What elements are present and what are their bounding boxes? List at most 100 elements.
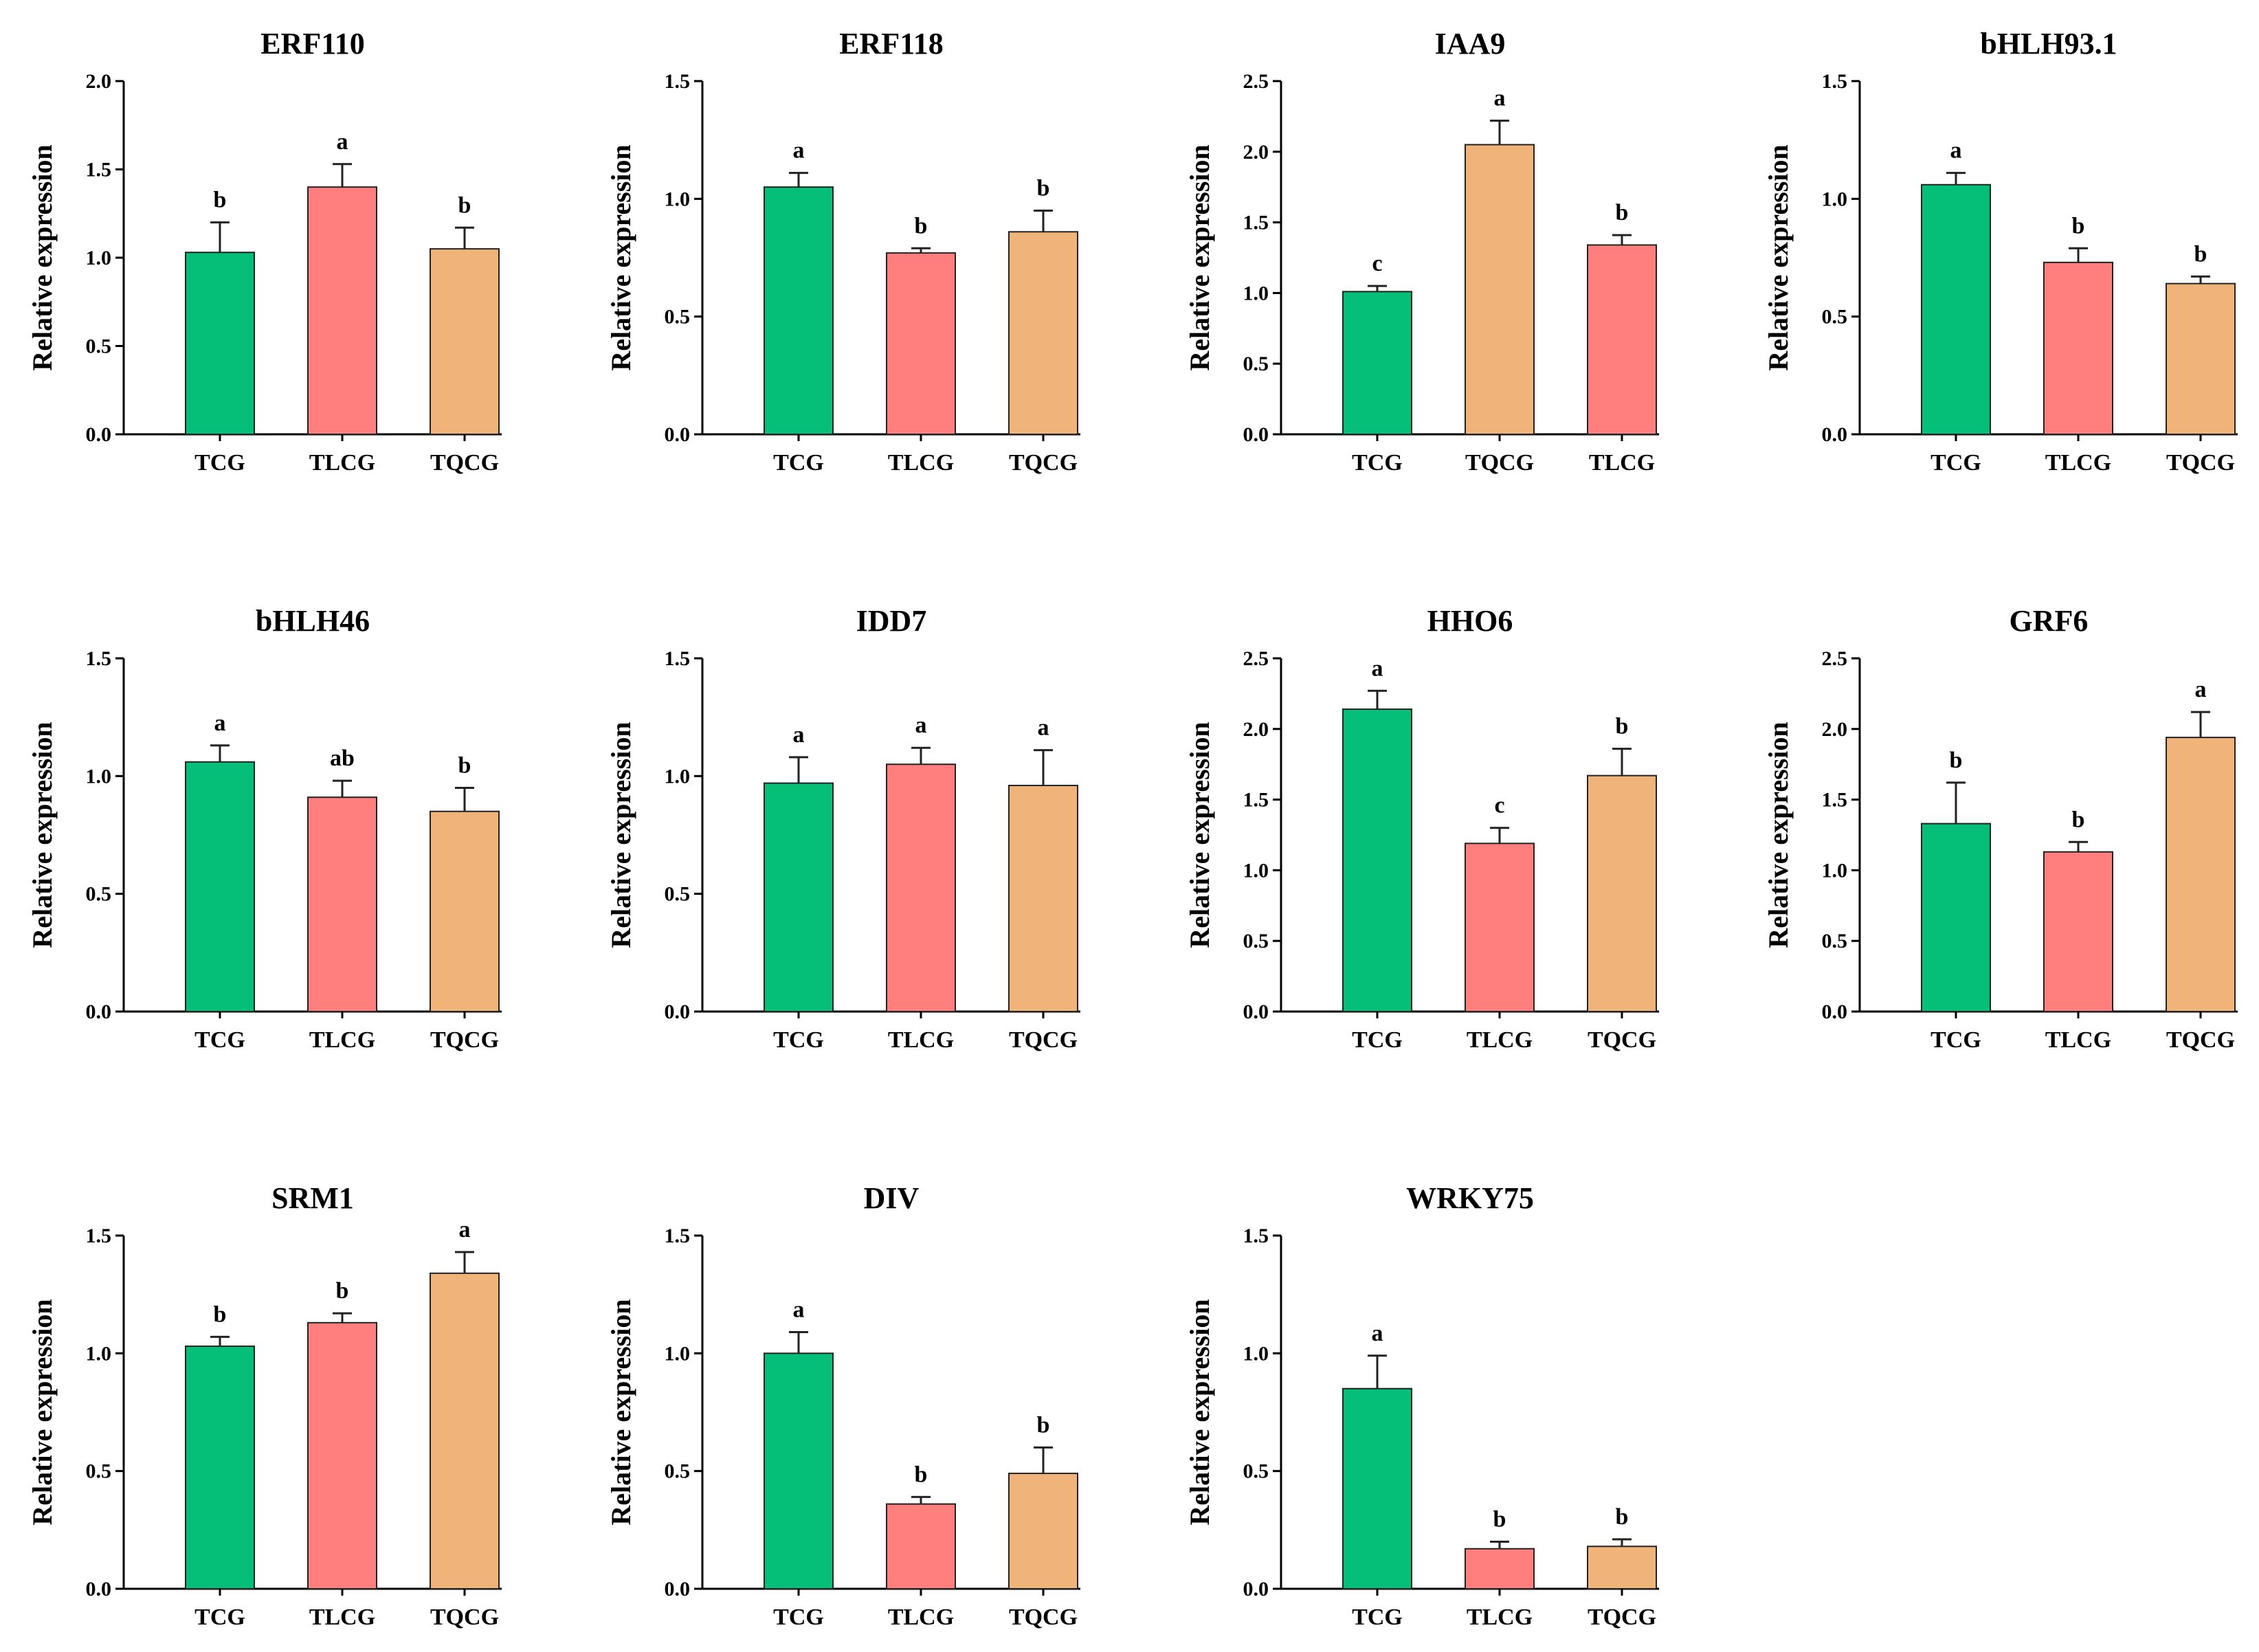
- x-tick-label: TLCG: [309, 1027, 375, 1053]
- y-tick-label: 0.5: [86, 1460, 112, 1483]
- bar-tqcg: [430, 1272, 500, 1589]
- y-tick-label: 1.0: [1243, 1342, 1269, 1365]
- bar-tlcg: [1465, 1548, 1535, 1589]
- x-tick-label: TQCG: [430, 1605, 499, 1630]
- y-tick-label: 1.0: [86, 247, 112, 269]
- bar-tlcg: [307, 796, 377, 1012]
- y-tick-label: 0.5: [665, 1460, 691, 1483]
- significance-label: a: [1494, 86, 1506, 111]
- y-tick-label: 0.5: [86, 883, 112, 906]
- bar-tqcg: [430, 248, 500, 435]
- bar-tlcg: [886, 1503, 956, 1589]
- panel-wrky75: WRKY75 Relative expression 0.0 0.5 1.0 1.5 TCG…: [1184, 1181, 1659, 1630]
- y-tick-label: 0.0: [665, 423, 691, 446]
- x-tick-label: TQCG: [1465, 450, 1534, 476]
- y-tick-label: 2.0: [86, 70, 112, 93]
- significance-label: b: [915, 213, 928, 238]
- significance-label: b: [214, 1302, 227, 1327]
- bar-tlcg: [2043, 851, 2113, 1012]
- bar-tcg: [1342, 291, 1412, 435]
- significance-label: ab: [330, 746, 355, 771]
- significance-label: c: [1372, 251, 1382, 276]
- y-tick-label: 0.0: [665, 1578, 691, 1600]
- significance-label: b: [1037, 175, 1050, 201]
- bar-tlcg: [1587, 244, 1657, 435]
- significance-label: b: [2072, 807, 2085, 832]
- y-tick-label: 1.0: [86, 765, 112, 788]
- bar-tcg: [1921, 183, 1991, 435]
- y-tick-label: 1.5: [1243, 789, 1269, 812]
- x-tick-label: TQCG: [1009, 450, 1078, 476]
- x-tick-label: TLCG: [888, 1605, 954, 1630]
- y-axis-label: Relative expression: [605, 1299, 636, 1525]
- y-tick-label: 1.5: [86, 647, 112, 670]
- significance-label: a: [915, 713, 927, 738]
- bar-tqcg: [1587, 774, 1657, 1012]
- y-tick-label: 1.5: [86, 159, 112, 181]
- bar-tlcg: [307, 1321, 377, 1589]
- bar-tqcg: [1008, 785, 1078, 1013]
- significance-label: c: [1494, 793, 1504, 818]
- panel-title: IDD7: [856, 604, 927, 638]
- y-tick-label: 0.5: [1243, 353, 1269, 375]
- x-tick-label: TCG: [1352, 1027, 1403, 1053]
- panel-erf118: ERF118 Relative expression 0.0 0.5 1.0 1.5 TCG…: [605, 27, 1080, 476]
- significance-label: b: [458, 752, 471, 778]
- bar-tcg: [764, 1352, 834, 1590]
- panel-title: HHO6: [1427, 604, 1513, 638]
- bar-tcg: [1342, 1387, 1412, 1589]
- x-tick-label: TCG: [773, 450, 824, 476]
- bar-tqcg: [2166, 282, 2236, 435]
- x-tick-label: TQCG: [2166, 1027, 2235, 1053]
- bar-tcg: [185, 1346, 255, 1589]
- y-tick-label: 1.0: [665, 188, 691, 210]
- bar-tlcg: [307, 186, 377, 435]
- significance-label: b: [1950, 748, 1963, 773]
- y-tick-label: 2.5: [1243, 70, 1269, 93]
- bar-tcg: [1342, 708, 1412, 1012]
- x-tick-label: TQCG: [1009, 1027, 1078, 1053]
- bar-tlcg: [2043, 261, 2113, 435]
- y-tick-label: 1.5: [665, 647, 691, 670]
- bar-tcg: [185, 252, 255, 435]
- significance-label: a: [1372, 1321, 1383, 1346]
- significance-label: b: [1616, 1504, 1629, 1530]
- significance-label: b: [1616, 714, 1629, 739]
- y-tick-label: 0.0: [1243, 1001, 1269, 1023]
- y-tick-label: 1.0: [665, 1342, 691, 1365]
- panel-title: SRM1: [271, 1181, 354, 1215]
- x-tick-label: TCG: [194, 1605, 245, 1630]
- bar-tcg: [764, 782, 834, 1012]
- x-tick-label: TCG: [1352, 1605, 1403, 1630]
- bar-tcg: [185, 761, 255, 1012]
- y-tick-label: 1.5: [665, 1225, 691, 1247]
- panel-bhlh93-1: bHLH93.1 Relative expression 0.0 0.5 1.0 1.5 T…: [1763, 27, 2238, 476]
- significance-label: b: [336, 1278, 349, 1304]
- y-tick-label: 1.0: [1243, 282, 1269, 304]
- significance-label: a: [1038, 715, 1049, 741]
- x-tick-label: TLCG: [2045, 1027, 2111, 1053]
- y-tick-label: 1.5: [1822, 70, 1848, 93]
- y-tick-label: 0.0: [665, 1001, 691, 1023]
- significance-label: a: [793, 138, 805, 164]
- y-tick-label: 1.0: [1243, 859, 1269, 882]
- significance-label: b: [2072, 213, 2085, 238]
- x-tick-label: TQCG: [430, 1027, 499, 1053]
- bar-tlcg: [886, 252, 956, 435]
- y-tick-label: 1.5: [665, 70, 691, 93]
- significance-label: a: [214, 711, 226, 736]
- significance-label: b: [2194, 241, 2207, 267]
- significance-label: b: [1037, 1412, 1050, 1438]
- panel-title: IAA9: [1435, 27, 1506, 60]
- y-tick-label: 1.5: [1243, 212, 1269, 234]
- x-tick-label: TCG: [773, 1027, 824, 1053]
- y-tick-label: 1.0: [1822, 859, 1848, 882]
- y-tick-label: 1.5: [86, 1225, 112, 1247]
- y-tick-label: 2.5: [1243, 647, 1269, 670]
- panel-title: bHLH46: [256, 604, 370, 638]
- y-tick-label: 0.0: [1822, 1001, 1848, 1023]
- panel-iaa9: IAA9 Relative expression 0.0 0.5 1.0 1.5 2.0 2.…: [1184, 27, 1659, 476]
- bar-tqcg: [430, 810, 500, 1012]
- y-tick-label: 0.0: [86, 1578, 112, 1600]
- x-tick-label: TCG: [194, 450, 245, 476]
